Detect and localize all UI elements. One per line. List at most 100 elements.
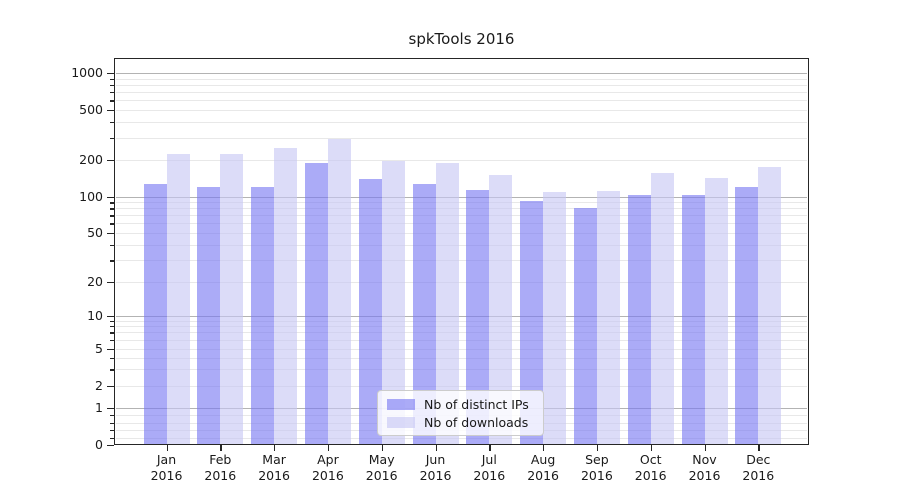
y-minor-tick bbox=[110, 122, 114, 124]
x-tick bbox=[650, 445, 652, 451]
bar-downloads-oct bbox=[650, 173, 674, 444]
bar-distinct-ips-apr bbox=[304, 162, 328, 444]
x-tick-label: Jan 2016 bbox=[150, 452, 183, 483]
y-gridline-major bbox=[115, 196, 808, 198]
y-tick bbox=[107, 348, 114, 350]
y-minor-tick bbox=[110, 326, 114, 328]
y-gridline-minor bbox=[115, 348, 808, 350]
y-tick-label: 1 bbox=[95, 399, 103, 415]
y-gridline-minor bbox=[115, 160, 808, 161]
y-minor-tick bbox=[110, 320, 114, 322]
y-minor-tick bbox=[110, 369, 114, 371]
y-gridline-minor bbox=[115, 215, 808, 217]
y-minor-tick bbox=[110, 430, 114, 432]
x-tick-label: Nov 2016 bbox=[688, 452, 721, 483]
x-tick bbox=[543, 445, 545, 451]
legend-item-distinct-ips: Nb of distinct IPs bbox=[387, 397, 543, 412]
y-gridline-minor bbox=[115, 137, 808, 139]
x-tick-label: Feb 2016 bbox=[204, 452, 237, 483]
x-tick-label: Dec 2016 bbox=[742, 452, 775, 483]
bar-distinct-ips-dec bbox=[735, 186, 759, 444]
x-tick bbox=[758, 445, 760, 451]
bar-distinct-ips-jan bbox=[143, 183, 167, 444]
x-tick-label: Oct 2016 bbox=[634, 452, 667, 483]
y-gridline-minor bbox=[115, 437, 808, 439]
y-minor-tick bbox=[110, 415, 114, 417]
y-gridline-minor bbox=[115, 386, 808, 387]
y-gridline-minor bbox=[115, 357, 808, 359]
y-gridline-minor bbox=[115, 332, 808, 334]
y-minor-tick bbox=[110, 215, 114, 217]
bar-downloads-may bbox=[381, 161, 405, 444]
bar-distinct-ips-jun bbox=[412, 183, 436, 444]
y-minor-tick bbox=[110, 357, 114, 359]
y-gridline-minor bbox=[115, 100, 808, 102]
legend: Nb of distinct IPs Nb of downloads bbox=[377, 390, 544, 436]
y-minor-tick bbox=[110, 137, 114, 140]
bar-distinct-ips-jul bbox=[466, 189, 490, 444]
x-tick bbox=[704, 445, 706, 451]
bar-downloads-nov bbox=[704, 178, 728, 444]
y-tick bbox=[107, 73, 114, 75]
y-tick-label: 10 bbox=[87, 307, 103, 323]
y-tick-label: 100 bbox=[79, 188, 103, 204]
bar-downloads-jan bbox=[166, 153, 190, 444]
y-gridline-minor bbox=[115, 223, 808, 225]
bar-downloads-sep bbox=[596, 190, 620, 444]
y-tick-label: 5 bbox=[95, 340, 103, 356]
bar-downloads-feb bbox=[220, 153, 244, 444]
x-tick-label: May 2016 bbox=[365, 452, 398, 483]
x-tick bbox=[489, 445, 491, 451]
y-tick bbox=[107, 282, 114, 284]
y-gridline-minor bbox=[115, 326, 808, 328]
y-tick-label: 50 bbox=[87, 225, 103, 240]
y-tick-label: 200 bbox=[79, 152, 103, 167]
x-tick-label: Mar 2016 bbox=[258, 452, 290, 483]
y-gridline-minor bbox=[115, 122, 808, 124]
y-tick bbox=[107, 233, 114, 235]
x-tick bbox=[274, 445, 276, 451]
y-gridline-minor bbox=[115, 84, 808, 86]
y-minor-tick bbox=[110, 437, 114, 439]
x-tick-label: Jul 2016 bbox=[473, 452, 506, 483]
y-gridline-minor bbox=[115, 92, 808, 94]
x-tick bbox=[381, 445, 383, 451]
chart-title: spkTools 2016 bbox=[408, 30, 515, 48]
y-minor-tick bbox=[110, 422, 114, 424]
bar-downloads-aug bbox=[543, 191, 567, 444]
legend-swatch-downloads bbox=[387, 416, 415, 428]
y-tick-label: 20 bbox=[87, 274, 103, 289]
x-tick-label: Jun 2016 bbox=[419, 452, 452, 483]
y-minor-tick bbox=[110, 223, 114, 225]
y-gridline-minor bbox=[115, 369, 808, 371]
x-tick bbox=[166, 445, 168, 451]
bar-distinct-ips-aug bbox=[520, 200, 544, 444]
y-gridline-minor bbox=[115, 339, 808, 341]
y-gridline-minor bbox=[115, 110, 808, 111]
y-minor-tick bbox=[110, 339, 114, 342]
y-gridline-minor bbox=[115, 202, 808, 204]
x-tick bbox=[327, 445, 330, 451]
bar-downloads-apr bbox=[327, 138, 351, 444]
y-gridline-minor bbox=[115, 260, 808, 262]
y-minor-tick bbox=[110, 92, 114, 94]
legend-label-distinct-ips: Nb of distinct IPs bbox=[424, 396, 529, 412]
y-gridline-major bbox=[115, 315, 808, 317]
y-tick-label: 2 bbox=[95, 378, 103, 393]
x-tick-label: Aug 2016 bbox=[527, 452, 559, 483]
legend-label-downloads: Nb of downloads bbox=[424, 414, 529, 430]
x-tick bbox=[220, 445, 222, 451]
bar-distinct-ips-feb bbox=[197, 186, 221, 444]
y-tick-label: 500 bbox=[79, 102, 103, 117]
y-tick bbox=[107, 386, 114, 388]
bar-distinct-ips-mar bbox=[251, 186, 275, 444]
y-gridline-minor bbox=[115, 208, 808, 210]
y-tick bbox=[107, 315, 114, 317]
bar-distinct-ips-sep bbox=[573, 208, 597, 444]
y-tick-label: 0 bbox=[95, 437, 103, 452]
y-minor-tick bbox=[110, 208, 114, 210]
bar-downloads-jun bbox=[435, 162, 459, 444]
y-gridline-minor bbox=[115, 78, 808, 80]
y-minor-tick bbox=[110, 244, 114, 247]
